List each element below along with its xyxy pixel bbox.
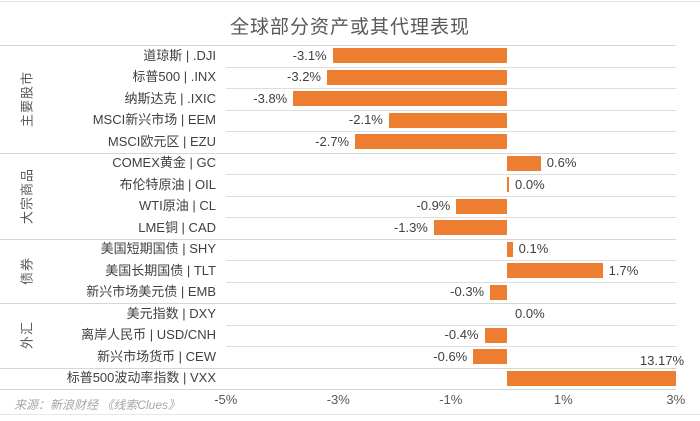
- category-label: WTI原油 | CL: [138, 198, 216, 214]
- row-separator-line: [226, 131, 676, 132]
- top-border: [0, 1, 700, 2]
- category-label: 新兴市场货币 | CEW: [97, 348, 216, 364]
- bar: [433, 220, 507, 236]
- value-label: -0.6%: [433, 348, 468, 364]
- bar: [456, 198, 507, 214]
- value-label: -2.1%: [348, 112, 383, 128]
- bar: [507, 241, 513, 257]
- x-tick-label: -3%: [326, 392, 350, 407]
- x-tick-label: -1%: [439, 392, 463, 407]
- category-label: 标普500 | .INX: [132, 69, 216, 85]
- bar: [473, 349, 507, 365]
- category-label: 美元指数 | DXY: [126, 305, 216, 321]
- bar: [332, 48, 507, 64]
- row-separator-line: [226, 346, 676, 347]
- row-separator-line: [226, 66, 676, 68]
- row-separator-line: [226, 281, 676, 283]
- value-label: -3.2%: [287, 69, 321, 85]
- value-label: 0.6%: [546, 155, 577, 171]
- row-separator-line: [226, 88, 676, 89]
- category-label: 道琼斯 | .DJI: [143, 47, 216, 63]
- x-tick-label: 3%: [666, 392, 686, 407]
- x-tick-label: -5%: [214, 392, 238, 407]
- value-label: 0.0%: [515, 176, 545, 192]
- value-label: -0.4%: [444, 327, 479, 343]
- category-label: 美国短期国债 | SHY: [100, 241, 216, 257]
- category-label: 布伦特原油 | OIL: [119, 176, 216, 192]
- bar: [507, 370, 676, 386]
- bar: [355, 134, 507, 150]
- value-label: -0.9%: [416, 198, 451, 214]
- category-label: 纳斯达克 | .IXIC: [124, 90, 217, 106]
- value-label: 0.0%: [515, 305, 545, 321]
- group-separator-line: [0, 152, 676, 154]
- row-separator-line: [226, 195, 676, 197]
- bar: [507, 155, 541, 171]
- category-label: MSCI欧元区 | EZU: [107, 133, 216, 149]
- bottom-border: [0, 414, 700, 415]
- group-separator-line: [0, 45, 676, 46]
- row-separator-line: [226, 217, 676, 218]
- category-label: MSCI新兴市场 | EEM: [92, 112, 216, 128]
- value-label: 1.7%: [608, 262, 639, 278]
- category-label: 美国长期国债 | TLT: [105, 262, 216, 278]
- bar: [327, 69, 507, 85]
- group-separator-line: [0, 238, 676, 240]
- bar: [490, 284, 507, 300]
- category-label: 标普500波动率指数 | VXX: [66, 370, 216, 386]
- value-label: 13.17%: [639, 352, 684, 368]
- bar: [507, 177, 509, 193]
- row-separator-line: [226, 324, 676, 326]
- row-separator-line: [226, 109, 676, 111]
- bar: [293, 91, 507, 107]
- row-separator-line: [226, 174, 676, 175]
- value-label: -0.3%: [450, 284, 485, 300]
- value-label: 0.1%: [518, 241, 549, 257]
- group-separator-line: [0, 303, 676, 304]
- bar: [484, 327, 507, 343]
- value-label: -2.7%: [315, 133, 350, 149]
- source-note: 来源：新浪财经 《线索Clues》: [14, 398, 181, 412]
- bar: [388, 112, 507, 128]
- x-tick-label: 1%: [553, 392, 573, 407]
- value-label: -3.8%: [253, 90, 288, 106]
- category-label: LME铜 | CAD: [138, 219, 216, 235]
- row-separator-line: [226, 260, 676, 261]
- group-separator-line: [0, 389, 676, 390]
- category-label: 离岸人民币 | USD/CNH: [81, 327, 216, 343]
- category-label: COMEX黄金 | GC: [112, 155, 216, 171]
- bar: [507, 263, 603, 279]
- value-label: -3.1%: [292, 47, 327, 63]
- group-separator-line: [0, 367, 676, 369]
- chart-title: 全球部分资产或其代理表现: [229, 17, 470, 38]
- category-label: 新兴市场美元债 | EMB: [86, 284, 216, 300]
- value-label: -1.3%: [393, 219, 428, 235]
